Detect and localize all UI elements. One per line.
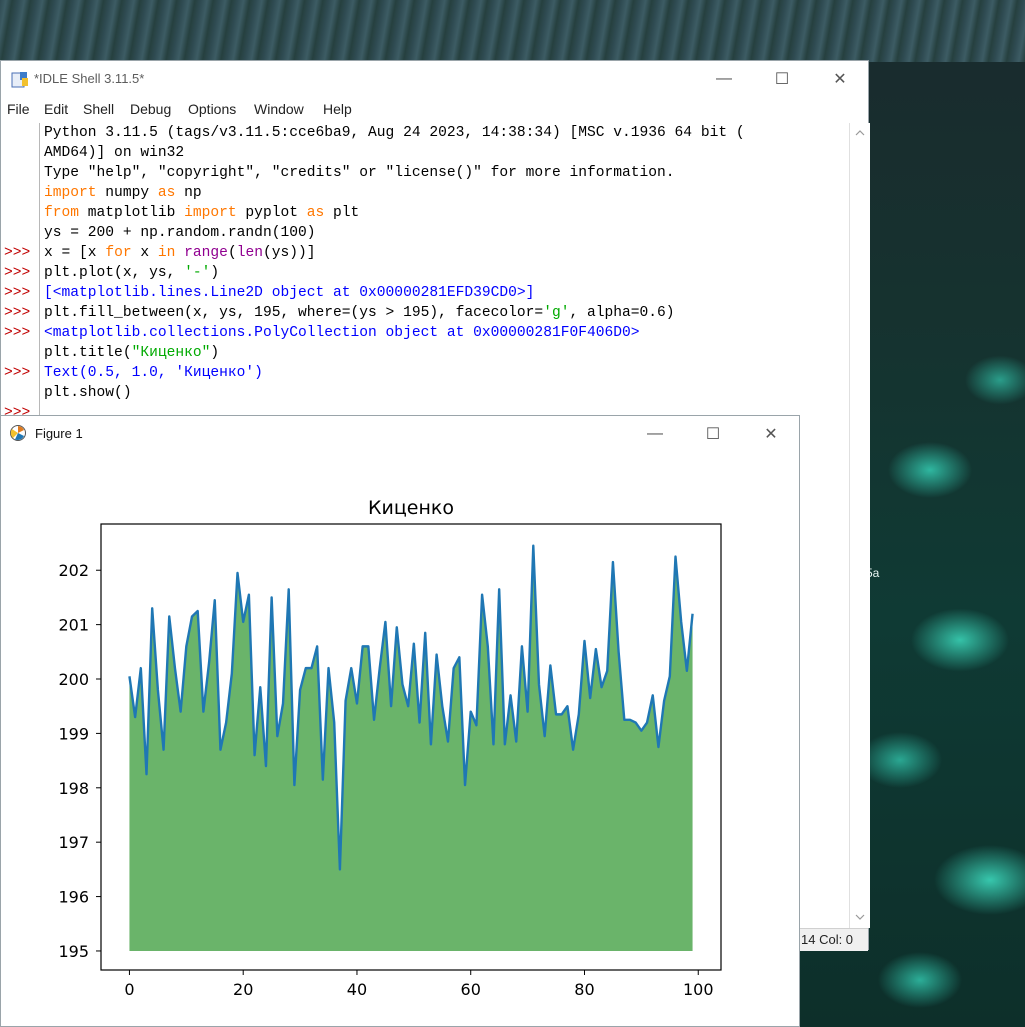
y-tick-label: 196 — [58, 888, 89, 907]
prompt: >>> — [4, 305, 31, 321]
menu-help[interactable]: Help — [323, 101, 352, 117]
chart-series-line — [128, 544, 694, 871]
code-line-x: x = [x for x in range(len(ys))] — [44, 245, 316, 261]
figure-window: Figure 1 — ☐ ✕ 0 20 40 60 80 100 195 196 197 198 1… — [0, 415, 800, 1027]
chart-axes-frame — [100, 523, 722, 971]
figure-window-title: Figure 1 — [35, 426, 83, 441]
code-line-import-numpy: import numpy as np — [44, 185, 202, 201]
figure-maximize-button[interactable]: ☐ — [705, 426, 721, 443]
line-col-indicator: 14 Col: 0 — [801, 932, 854, 947]
idle-app-icon — [11, 72, 28, 88]
idle-window-title: *IDLE Shell 3.11.5* — [34, 71, 145, 86]
code-line-import-pyplot: from matplotlib import pyplot as plt — [44, 205, 360, 221]
wallpaper-roof — [0, 0, 1025, 62]
y-tick-label: 200 — [58, 670, 89, 689]
code-line-title: plt.title("Киценко") — [44, 345, 220, 361]
menu-shell[interactable]: Shell — [83, 101, 115, 117]
matplotlib-icon — [10, 425, 26, 441]
y-tick-label: 201 — [58, 616, 89, 635]
close-button[interactable]: ✕ — [833, 71, 847, 88]
code-line-plot: plt.plot(x, ys, '-') — [44, 265, 220, 281]
y-tick-label: 199 — [58, 724, 89, 743]
prompt: >>> — [4, 365, 31, 381]
y-tick-label: 197 — [58, 833, 89, 852]
figure-titlebar[interactable]: Figure 1 — ☐ ✕ — [1, 416, 799, 452]
y-tick-label: 198 — [58, 779, 89, 798]
prompt: >>> — [4, 245, 31, 261]
output-line: Text(0.5, 1.0, 'Киценко') — [44, 365, 263, 381]
scroll-up-icon — [855, 130, 865, 136]
idle-titlebar[interactable]: *IDLE Shell 3.11.5* — ☐ ✕ — [1, 61, 868, 97]
menu-options[interactable]: Options — [188, 101, 237, 117]
chart-title: Киценко — [368, 497, 454, 519]
prompt: >>> — [4, 285, 31, 301]
x-tick-label: 20 — [233, 980, 253, 999]
banner-line: AMD64)] on win32 — [44, 145, 185, 161]
figure-minimize-button[interactable]: — — [647, 425, 663, 442]
code-line-fill-between: plt.fill_between(x, ys, 195, where=(ys >… — [44, 305, 675, 321]
vertical-scrollbar[interactable] — [849, 123, 870, 928]
x-tick-label: 100 — [683, 980, 714, 999]
menu-file[interactable]: File — [7, 101, 30, 117]
x-tick-label: 40 — [347, 980, 367, 999]
code-line-show: plt.show() — [44, 385, 132, 401]
prompt: >>> — [4, 325, 31, 341]
y-tick-label: 202 — [58, 561, 89, 580]
menu-window[interactable]: Window — [254, 101, 304, 117]
prompt: >>> — [4, 265, 31, 281]
maximize-button[interactable]: ☐ — [774, 71, 790, 88]
output-line: [<matplotlib.lines.Line2D object at 0x00… — [44, 285, 535, 301]
scroll-down-icon — [855, 914, 865, 920]
scrollbar-arrows — [855, 130, 865, 920]
menu-bar: File Edit Shell Debug Options Window Hel… — [1, 99, 868, 121]
x-tick-label: 80 — [574, 980, 594, 999]
chart-canvas: 0 20 40 60 80 100 195 196 197 198 199 200 201 202 Кице… — [58, 497, 722, 999]
minimize-button[interactable]: — — [716, 70, 732, 87]
menu-debug[interactable]: Debug — [130, 101, 172, 117]
x-tick-label: 0 — [124, 980, 134, 999]
output-line: <matplotlib.collections.PolyCollection o… — [44, 325, 640, 341]
banner-line: Python 3.11.5 (tags/v3.11.5:cce6ba9, Aug… — [44, 125, 745, 141]
menu-edit[interactable]: Edit — [44, 101, 69, 117]
shell-text-area[interactable]: >>> >>> >>> >>> >>> >>> >>> >>> Python 3… — [1, 123, 848, 928]
figure-close-button[interactable]: ✕ — [764, 426, 778, 443]
code-line-ys: ys = 200 + np.random.randn(100) — [44, 225, 316, 241]
banner-line: Type "help", "copyright", "credits" or "… — [44, 165, 675, 181]
x-tick-label: 60 — [461, 980, 481, 999]
y-tick-label: 195 — [58, 942, 89, 961]
